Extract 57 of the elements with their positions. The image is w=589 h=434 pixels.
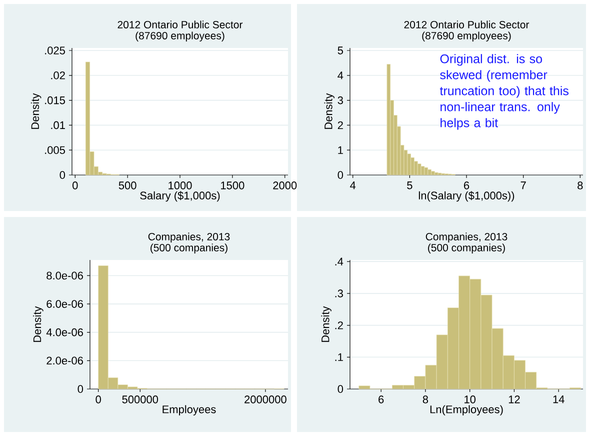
x-tick-label: 500 — [118, 182, 136, 190]
x-axis-title: ln(Salary ($1,000s)) — [418, 191, 514, 202]
chart-title: 2012 Ontario Public Sector — [404, 20, 530, 28]
x-tick-label: 5 — [407, 182, 412, 190]
y-axis-title: Density — [30, 93, 42, 129]
y-tick-label: 2.0e-06 — [46, 356, 83, 365]
y-axis-title: Density — [324, 93, 334, 129]
x-axis-title: Ln(Employees) — [430, 405, 503, 416]
y-axis-title: Density — [321, 306, 332, 342]
x-axis-title: Salary ($1,000s) — [140, 191, 220, 202]
y-tick-label: .2 — [335, 321, 343, 330]
y-tick-label: 0 — [78, 385, 84, 393]
y-tick-label: .005 — [45, 146, 65, 154]
y-tick-label: .4 — [335, 258, 344, 266]
chart-subtitle: (87690 employees) — [136, 32, 224, 42]
y-tick-label: 4.0e-06 — [46, 328, 83, 336]
x-tick-label: 2000 — [273, 182, 297, 190]
chart-subtitle: (87690 employees) — [422, 32, 511, 42]
y-tick-label: 0 — [60, 171, 66, 179]
x-tick-label: 8 — [578, 182, 583, 190]
x-tick-label: 4 — [350, 182, 356, 190]
y-tick-label: .015 — [45, 96, 65, 104]
y-tick-label: 6.0e-06 — [46, 300, 83, 308]
chart-title: Companies, 2013 — [148, 232, 230, 242]
y-tick-label: .3 — [335, 290, 343, 298]
chart-title: 2012 Ontario Public Sector — [118, 20, 243, 28]
x-tick-label: 2000000 — [244, 396, 286, 404]
x-tick-label: 0 — [96, 396, 101, 404]
y-tick-label: .01 — [51, 121, 65, 130]
x-tick-label: 0 — [72, 182, 78, 190]
y-tick-label: 0 — [338, 385, 344, 393]
x-tick-label: 500000 — [122, 396, 158, 404]
y-tick-label: 3 — [338, 96, 343, 104]
chart-title: Companies, 2013 — [426, 232, 508, 242]
y-tick-label: 2 — [338, 121, 343, 130]
y-tick-label: .1 — [335, 353, 343, 361]
y-tick-label: 8.0e-06 — [46, 272, 83, 280]
x-tick-label: 8 — [422, 396, 428, 404]
chart-subtitle: (500 companies) — [150, 244, 228, 254]
x-tick-label: 10 — [464, 396, 476, 404]
x-tick-label: 12 — [508, 396, 520, 404]
x-tick-label: 1500 — [221, 182, 244, 190]
x-tick-label: 1000 — [168, 182, 192, 190]
chart-subtitle: (500 companies) — [428, 244, 505, 254]
x-tick-label: 6 — [464, 182, 470, 190]
y-tick-label: 4 — [338, 72, 344, 80]
x-tick-label: 14 — [553, 396, 564, 404]
y-tick-label: 5 — [338, 46, 343, 54]
y-tick-label: 0 — [338, 171, 344, 179]
x-tick-label: 7 — [520, 182, 526, 190]
x-axis-title: Employees — [162, 405, 216, 416]
y-tick-label: .025 — [45, 46, 65, 54]
annotation: Original dist. is so skewed (remember truncation too) that this non-linear trans. only helps a bit — [440, 54, 569, 130]
y-tick-label: 1 — [338, 146, 343, 154]
y-axis-title: Density — [33, 306, 44, 342]
x-tick-label: 6 — [378, 396, 384, 404]
y-tick-label: .02 — [51, 72, 65, 80]
